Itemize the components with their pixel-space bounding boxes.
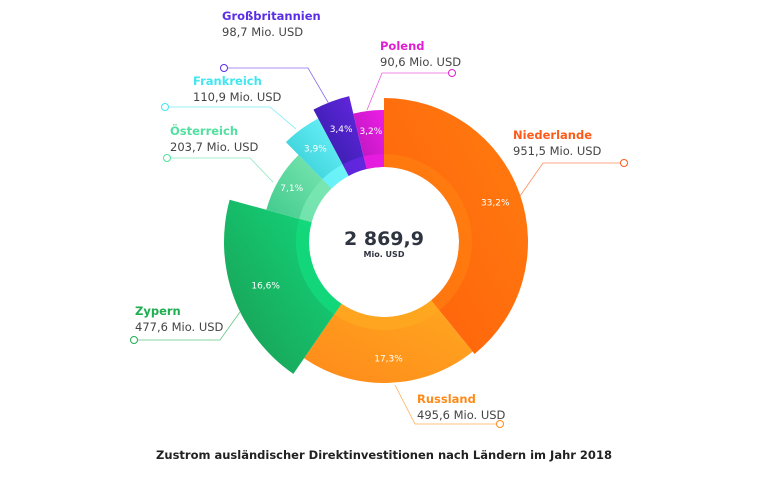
leader-dot-grobritannien — [220, 64, 228, 72]
leader-line-frankreich — [165, 106, 297, 130]
label-oesterreich: Österreich 203,7 Mio. USD — [170, 123, 258, 155]
slice-name: Großbritannien — [222, 9, 321, 23]
slice-name: Russland — [417, 392, 476, 406]
slice-inner-band-niederlande — [384, 154, 472, 311]
percent-label-zypern: 16,6% — [251, 281, 280, 291]
slice-zypern — [223, 199, 342, 374]
leader-dot-niederlande — [620, 159, 628, 167]
slice-grobritannien — [313, 96, 367, 176]
leader-line-niederlande — [519, 162, 624, 197]
label-frankreich: Frankreich 110,9 Mio. USD — [193, 73, 281, 105]
leader-line-sterreich — [167, 157, 274, 183]
leader-line-russland — [394, 384, 500, 425]
slice-value: 98,7 Mio. USD — [222, 25, 304, 39]
label-grossbritannien: Großbritannien 98,7 Mio. USD — [222, 8, 321, 40]
slice-value: 203,7 Mio. USD — [170, 140, 259, 154]
leader-line-polend — [366, 72, 452, 111]
leader-dot-sterreich — [163, 154, 171, 162]
percent-label-russland: 17,3% — [374, 354, 403, 364]
slice-name: Zypern — [135, 304, 181, 318]
leader-line-grobritannien — [224, 67, 330, 105]
slice-inner-band-polend — [363, 154, 384, 170]
label-niederlande: Niederlande 951,5 Mio. USD — [513, 127, 601, 159]
label-russland: Russland 495,6 Mio. USD — [417, 391, 505, 423]
slice-polend — [353, 110, 384, 170]
percent-label-niederlande: 33,2% — [481, 199, 510, 209]
slice-value: 495,6 Mio. USD — [417, 408, 506, 422]
slice-value: 951,5 Mio. USD — [513, 144, 602, 158]
slice-inner-band-zypern — [296, 218, 342, 315]
slice-inner-band-sterreich — [299, 179, 332, 223]
label-zypern: Zypern 477,6 Mio. USD — [135, 303, 223, 335]
slice-value: 110,9 Mio. USD — [193, 90, 282, 104]
slice-value: 90,6 Mio. USD — [380, 55, 462, 69]
total-value: 2 869,9 — [344, 228, 424, 250]
percent-label-polend: 3,2% — [359, 127, 382, 137]
slice-name: Österreich — [170, 124, 239, 138]
leader-dot-russland — [496, 420, 504, 428]
percent-label-grobritannien: 3,4% — [330, 125, 353, 135]
slice-inner-band-grobritannien — [342, 156, 367, 176]
chart-title: Zustrom ausländischer Direktinvestitione… — [156, 448, 612, 462]
percent-label-sterreich: 7,1% — [280, 184, 303, 194]
total-unit: Mio. USD — [363, 250, 405, 259]
leader-line-zypern — [134, 311, 241, 341]
percent-label-frankreich: 3,9% — [304, 144, 327, 154]
leader-dot-polend — [448, 69, 456, 77]
leader-dot-frankreich — [161, 103, 169, 111]
leader-dot-zypern — [130, 336, 138, 344]
slice-inner-band-frankreich — [322, 164, 349, 189]
slice-name: Frankreich — [193, 74, 262, 88]
slice-value: 477,6 Mio. USD — [135, 320, 224, 334]
slice-name: Niederlande — [513, 128, 592, 142]
slice-name: Polend — [380, 39, 425, 53]
label-polend: Polend 90,6 Mio. USD — [380, 38, 461, 70]
total-label: 2 869,9 Mio. USD — [309, 228, 459, 259]
slice-inner-band-russland — [334, 300, 440, 330]
